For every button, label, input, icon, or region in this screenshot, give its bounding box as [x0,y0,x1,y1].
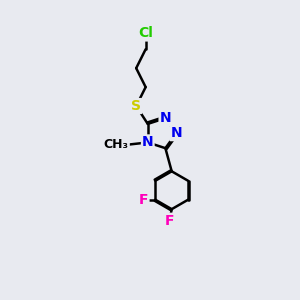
Text: N: N [170,126,182,140]
Text: Cl: Cl [138,26,153,40]
Text: F: F [165,214,174,228]
Text: CH₃: CH₃ [104,138,129,151]
Text: F: F [139,193,148,207]
Text: N: N [142,135,154,149]
Text: S: S [131,99,141,113]
Text: N: N [160,111,171,125]
